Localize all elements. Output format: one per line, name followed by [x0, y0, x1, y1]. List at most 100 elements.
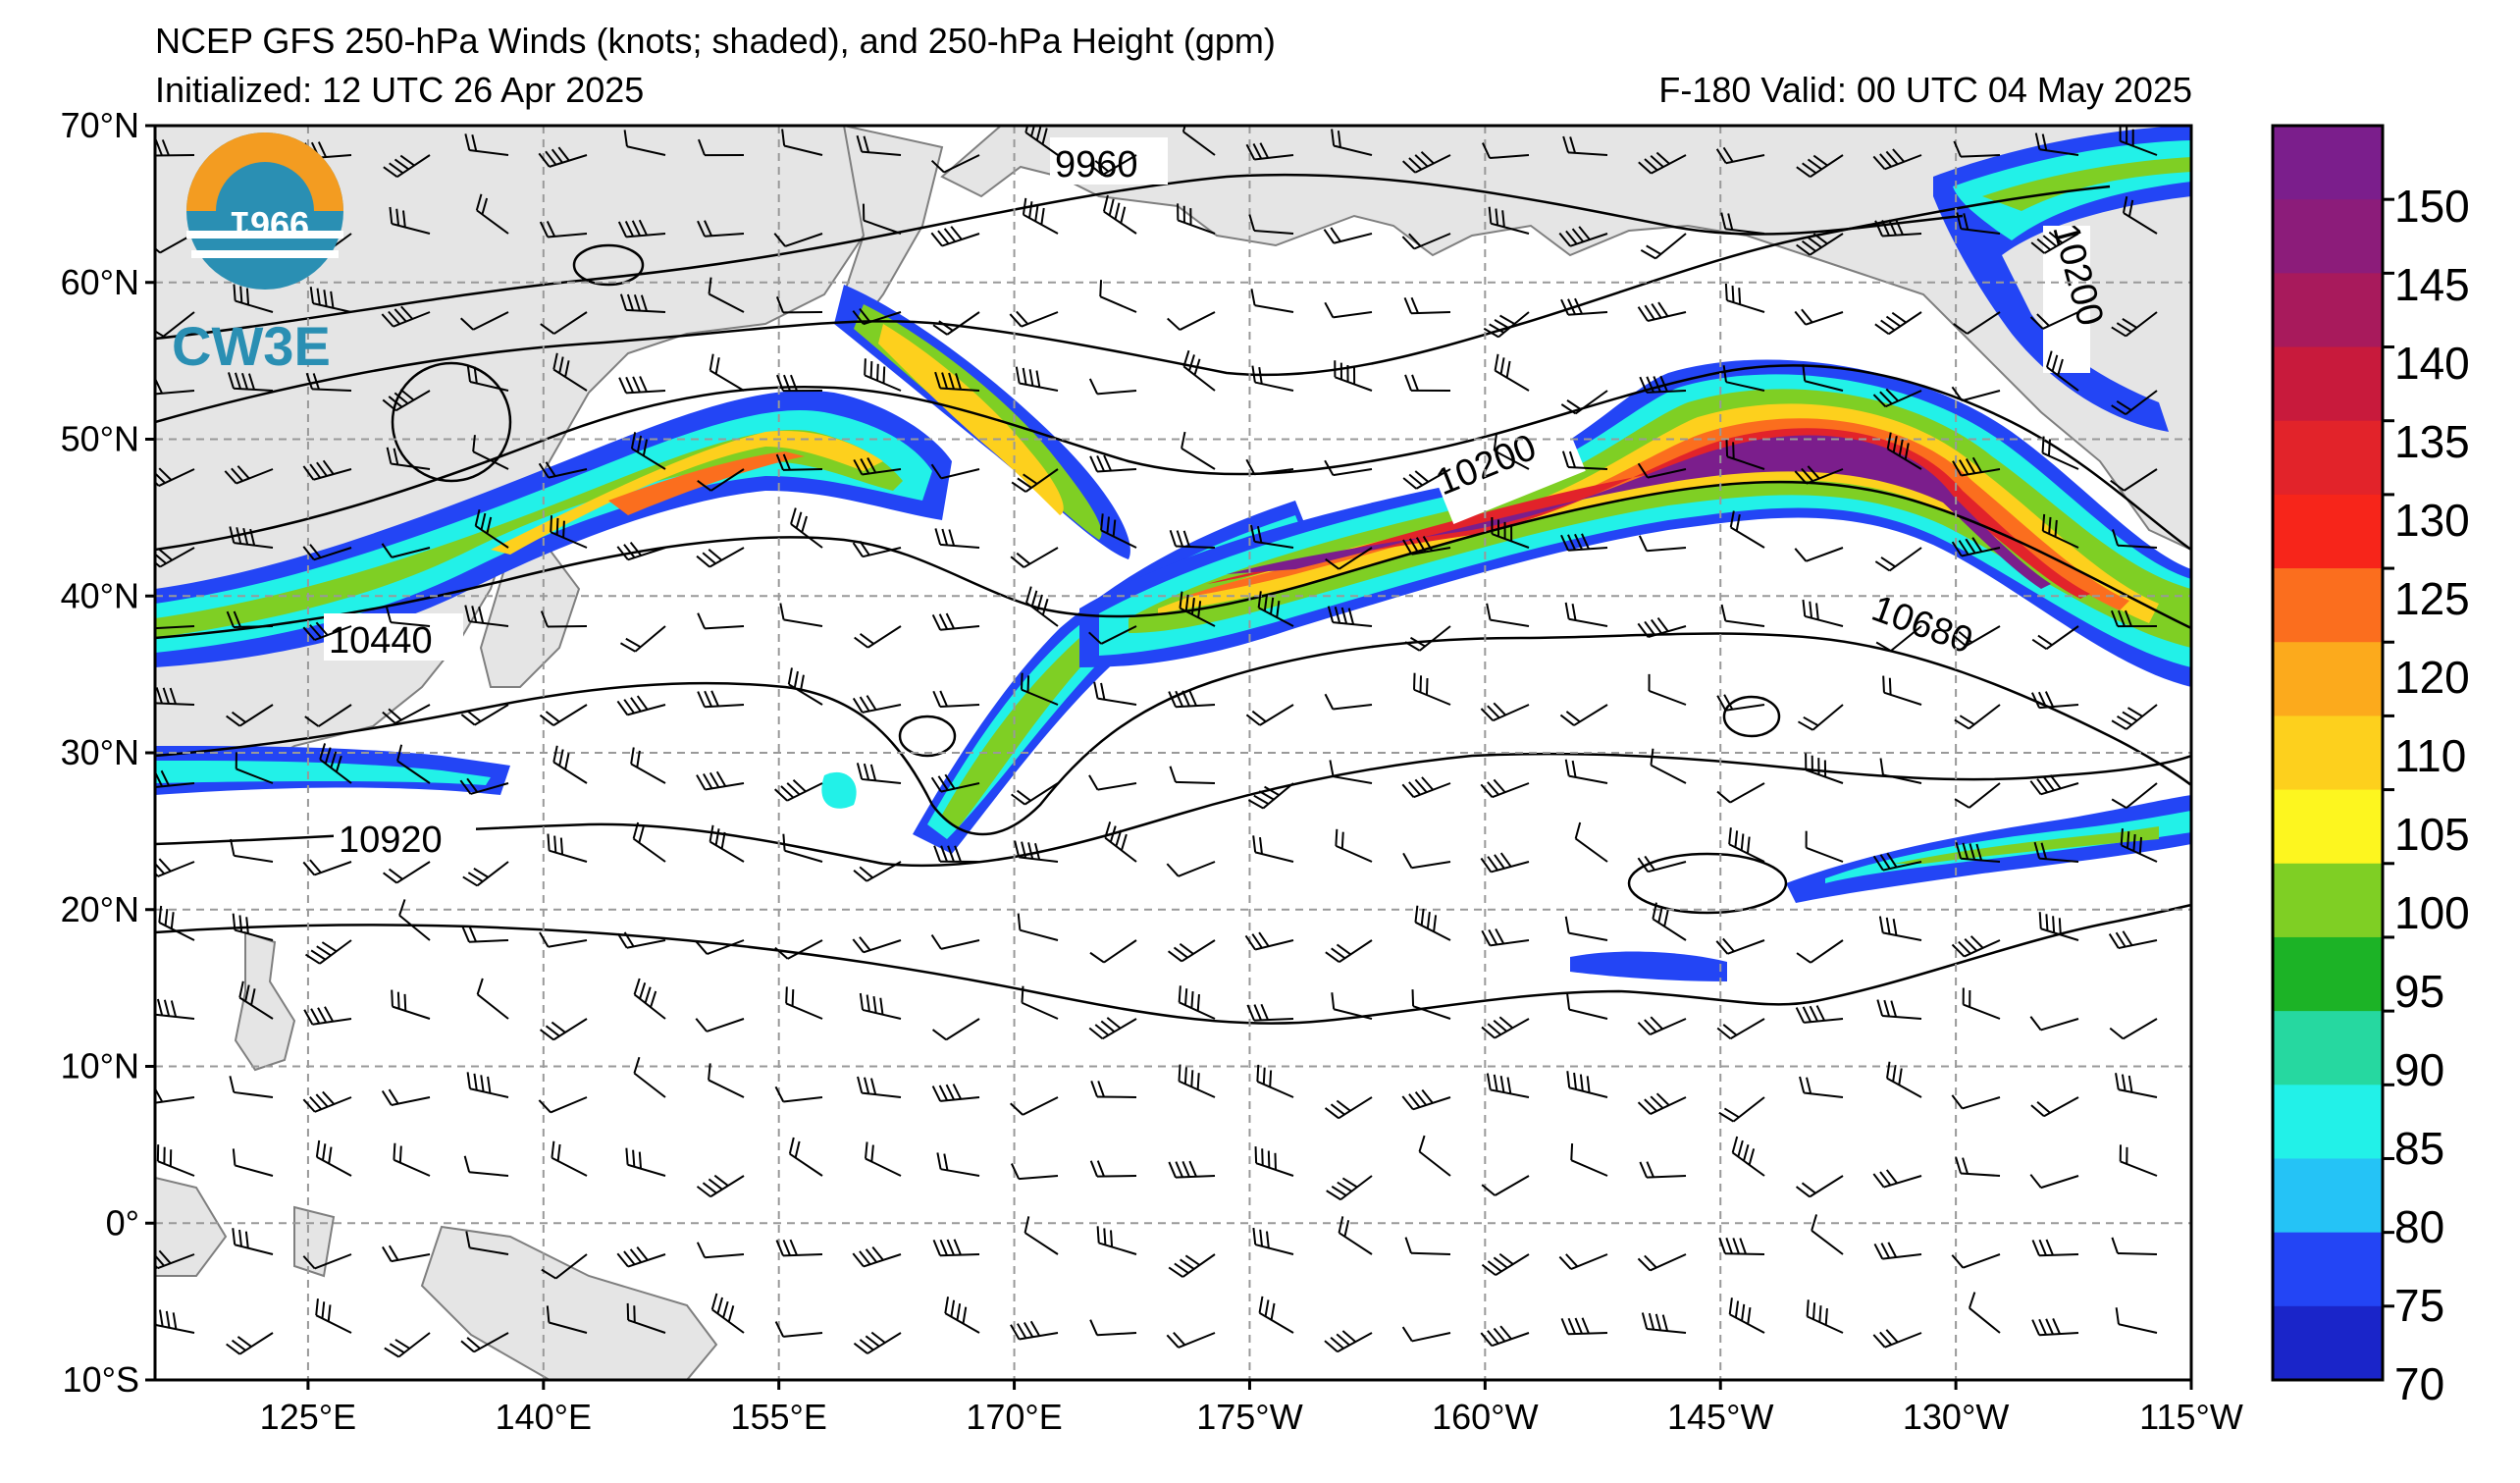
wind-barb — [1494, 353, 1530, 392]
wind-barb — [785, 986, 823, 1020]
wind-barb — [1250, 524, 1294, 549]
wind-barb — [619, 625, 666, 653]
wind-barb — [1648, 673, 1687, 706]
wind-barb — [1244, 931, 1294, 951]
lon-label: 155°E — [730, 1397, 826, 1437]
wind-barb — [1486, 603, 1530, 627]
wind-barb — [1401, 151, 1451, 174]
wind-barb — [238, 980, 274, 1020]
wind-barb — [1402, 535, 1451, 556]
wind-barb — [696, 547, 745, 568]
wind-barb — [1564, 916, 1608, 941]
wind-barb — [1574, 821, 1608, 863]
wind-barb — [546, 1305, 588, 1334]
wind-barb — [1168, 1160, 1216, 1179]
wind-barb — [381, 543, 431, 558]
wind-barb — [1093, 681, 1137, 706]
wind-barb — [229, 1076, 274, 1098]
cbar-label-90: 90 — [2394, 1044, 2444, 1095]
wind-barb — [538, 461, 588, 479]
wind-barb — [2111, 311, 2158, 338]
wind-barb — [226, 1332, 274, 1355]
wind-barb — [1169, 529, 1216, 549]
wind-barb — [1088, 774, 1137, 791]
wind-barb — [775, 296, 823, 314]
wind-barb — [1010, 1096, 1059, 1116]
wind-barb — [305, 372, 352, 392]
wind-barb — [1874, 311, 1922, 336]
wind-barb — [466, 1072, 509, 1098]
wind-barb — [864, 358, 902, 392]
wind-barb — [2110, 468, 2158, 492]
wind-barb — [1009, 310, 1059, 328]
colorbar-segment — [2273, 1232, 2383, 1307]
wind-barb — [1882, 675, 1922, 706]
wind-barb — [1480, 1325, 1530, 1348]
wind-barb — [462, 861, 509, 887]
longitude-axis: 125°E 140°E 155°E 170°E 175°W 160°W 145°W 130°W… — [260, 1380, 2243, 1437]
wind-barb — [382, 704, 431, 724]
wind-barb — [1802, 364, 1844, 392]
cw3e-logo: 9961 CW3E — [172, 132, 343, 377]
wind-barb — [1024, 1216, 1059, 1255]
wind-barb — [389, 206, 431, 235]
wind-barb — [155, 1308, 195, 1334]
wind-barb — [1331, 129, 1373, 156]
wind-barb — [1794, 547, 1844, 562]
wind-barb — [2031, 1318, 2079, 1337]
wind-barb — [696, 1174, 745, 1198]
wind-barb — [853, 1331, 902, 1354]
wind-barb — [1720, 604, 1765, 627]
wind-barb — [539, 220, 588, 238]
colorbar-segment — [2273, 936, 2383, 1012]
wind-barb — [697, 690, 745, 709]
wind-barb — [539, 704, 588, 726]
wind-barb — [857, 1076, 902, 1098]
wind-barb — [1951, 1253, 2001, 1269]
wind-barb — [931, 1084, 980, 1102]
wind-barb — [1796, 939, 1844, 964]
wind-barb — [1014, 840, 1059, 863]
wind-barb — [776, 374, 823, 393]
wind-barb — [1011, 1163, 1059, 1181]
wind-barb — [1652, 902, 1687, 941]
wind-barb — [540, 610, 588, 628]
wind-barb — [1482, 142, 1530, 160]
wind-barb — [2119, 1144, 2158, 1177]
wind-barb — [775, 1239, 823, 1257]
wind-barb — [1179, 591, 1216, 627]
wind-barb — [944, 1297, 980, 1334]
logo-inner-text: 9961 — [231, 204, 309, 244]
wind-barb — [396, 744, 431, 784]
wind-barb — [1716, 782, 1765, 804]
wind-barb — [1875, 625, 1922, 652]
wind-barb — [1962, 987, 2001, 1020]
wind-barb — [2030, 1096, 2079, 1118]
wind-barb — [862, 203, 902, 235]
wind-speed-shading — [155, 126, 2191, 981]
wind-barb — [1324, 693, 1373, 711]
wind-barb — [1401, 1088, 1451, 1111]
wind-barb — [852, 540, 902, 558]
wind-barb — [1640, 233, 1687, 260]
wind-barb — [2034, 132, 2079, 156]
colorbar-segment — [2273, 568, 2383, 643]
wind-barb — [1089, 939, 1137, 964]
wind-barb — [774, 1086, 823, 1103]
wind-barb — [710, 1293, 745, 1334]
colorbar-segment — [2273, 1011, 2383, 1086]
wind-barb — [1729, 510, 1765, 549]
wind-barb — [2109, 1018, 2158, 1040]
wind-barb — [1099, 280, 1137, 313]
wind-barb — [156, 1144, 195, 1177]
wind-barb — [930, 226, 980, 247]
wind-barb — [633, 978, 666, 1020]
wind-barb — [932, 1239, 980, 1257]
cbar-label-125: 125 — [2394, 573, 2470, 624]
wind-barb — [1951, 1094, 2001, 1110]
wind-barb — [697, 468, 745, 492]
wind-barb — [1182, 349, 1216, 392]
wind-barb — [1799, 1076, 1844, 1098]
wind-barb — [1560, 533, 1608, 552]
wind-barb — [2045, 350, 2079, 392]
